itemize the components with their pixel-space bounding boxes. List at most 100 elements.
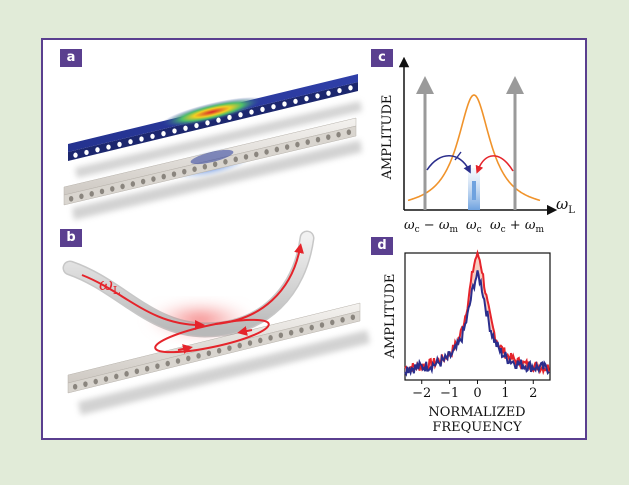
field-overlay [190,149,234,165]
beam-hole [130,181,136,187]
d-ylabel: AMPLITUDE [383,274,398,360]
omega-l-label: ωL [99,275,121,297]
beam-hole [140,178,146,185]
beam-hole [79,193,84,200]
panel-a-tag: a [60,49,82,67]
beam-hole [216,117,221,123]
beam-hole [103,376,109,382]
beam-b-shadow [78,330,370,415]
beam-hole [134,368,140,375]
beam-hole [161,173,166,180]
beam-hole [155,363,160,369]
beam-hole [305,139,310,145]
d-x-tick-label: −2 [412,386,431,401]
panel-d: −2 −1 0 1 2 AMPLITUDE NORMALIZED FREQUENCY [383,249,551,435]
c-cross-mark [454,151,462,161]
beam-hole [249,109,254,115]
beam-hole [172,128,177,134]
beam-hole [247,340,253,346]
beam-hole [260,106,265,112]
beam-hole [227,114,232,121]
panel-c-tag: c [371,49,393,67]
beam-hole [72,383,78,390]
d-x-tick-label: −1 [440,386,459,401]
panel-d-tag: d [371,237,393,255]
beam-hole [227,345,232,351]
blue-beam-holes [73,85,353,158]
beam-hole [124,371,129,377]
beam-hole [68,195,74,202]
beam-hole [254,151,259,158]
beam-hole [182,168,187,175]
beam-hole [89,191,94,197]
beam-hole [151,176,156,182]
beam-hole [161,131,166,137]
beam-hole [186,355,191,362]
gray-beam-holes [68,129,352,202]
beam-hole [117,141,122,147]
panel-c: AMPLITUDE ωc − ωm ωc ωc + ωm ωL [380,56,575,235]
beam-hole [274,146,280,153]
beam-hole [165,360,170,367]
beam-hole [304,96,309,102]
beam-hole [326,134,331,140]
beam-hole [258,337,263,344]
beam-hole [238,112,243,118]
beam-hole [175,358,181,364]
mode-hotspot [161,97,263,127]
c-tick-right: ωc + ωm [490,218,544,235]
c-blue-transfer-arrow [426,155,471,174]
c-ylabel: AMPLITUDE [380,95,395,181]
beam-hole [233,156,238,163]
beam-hole [120,183,125,190]
d-x-tick-label: 0 [473,386,481,401]
beam-hole [293,98,298,104]
c-xlabel: ωL [556,195,575,216]
d-xlabel-line2: FREQUENCY [432,420,522,435]
beam-hole [114,373,119,380]
beam-hole [106,144,111,150]
beam-hole [150,133,155,139]
loop-arrow [237,326,253,336]
beam-hole [336,131,341,138]
beam-hole [278,332,284,339]
beam-hole [337,87,342,94]
beam-hole [295,141,300,148]
beam-hole [264,149,269,155]
c-red-transfer-arrow [475,155,514,174]
beam-hole [348,85,353,91]
beam-hole [83,381,88,387]
beam-hole [171,171,177,177]
input-light-path [81,274,205,330]
d-x-ticks: −2 −1 0 1 2 [412,380,537,401]
gray-beam-shadow [72,140,362,220]
beam-hole [326,90,331,96]
d-red-series [404,249,550,376]
beam-hole [319,322,325,328]
beam-hole [212,161,218,168]
d-x-tick-label: 1 [501,386,509,401]
d-xlabel-line1: NORMALIZED [428,405,525,420]
beam-hole [315,136,321,143]
beam-hole [284,144,290,150]
c-tick-center: ωc [466,218,482,235]
beam-hole [216,347,222,354]
beam-hole [346,129,352,136]
beam-hole [315,93,320,99]
panel-b: ωL [62,230,370,415]
gray-beam-side [63,125,357,206]
beam-hole [330,319,335,326]
panel-b-tag: b [60,229,82,247]
beam-hole [99,188,105,195]
beam-hole [183,125,188,131]
c-tick-left: ωc − ωm [404,218,458,235]
beam-hole [350,314,356,321]
c-lorentzian-curve [407,94,541,202]
d-blue-series [404,270,550,377]
beam-hole [144,365,150,372]
beam-hole [110,186,115,192]
d-x-tick-label: 2 [529,386,537,401]
beam-b-holes [72,314,356,390]
beam-hole [84,149,89,156]
blue-beam-shadow [75,101,362,178]
